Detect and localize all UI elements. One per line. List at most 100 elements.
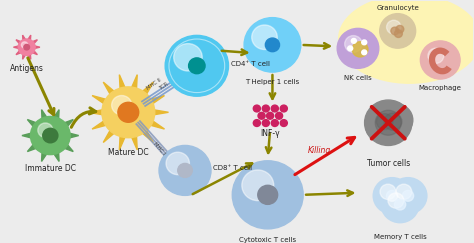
Polygon shape	[13, 45, 21, 49]
Circle shape	[271, 105, 278, 112]
Circle shape	[189, 58, 205, 74]
Circle shape	[362, 40, 367, 45]
Circle shape	[271, 120, 278, 126]
Circle shape	[43, 128, 58, 143]
Circle shape	[384, 113, 402, 130]
Text: TCR: TCR	[159, 81, 170, 91]
FancyArrowPatch shape	[295, 137, 355, 175]
FancyArrowPatch shape	[222, 50, 247, 55]
Polygon shape	[129, 129, 137, 150]
Text: Cytotoxic T cells: Cytotoxic T cells	[239, 237, 296, 243]
Ellipse shape	[338, 0, 474, 83]
Polygon shape	[129, 75, 137, 95]
Circle shape	[352, 42, 368, 57]
Circle shape	[280, 105, 287, 112]
Circle shape	[365, 100, 412, 146]
Polygon shape	[92, 117, 113, 129]
Circle shape	[391, 27, 399, 35]
Text: Mature DC: Mature DC	[108, 148, 149, 157]
Circle shape	[367, 105, 395, 132]
Circle shape	[380, 14, 416, 48]
Circle shape	[262, 105, 269, 112]
Text: Granulocyte: Granulocyte	[376, 5, 419, 11]
Circle shape	[24, 44, 29, 50]
Text: T Helper 1 cells: T Helper 1 cells	[246, 79, 300, 85]
Polygon shape	[51, 147, 59, 161]
Polygon shape	[27, 35, 31, 42]
Text: Memory T cells: Memory T cells	[374, 234, 427, 241]
Circle shape	[373, 178, 411, 214]
Polygon shape	[27, 52, 31, 59]
Circle shape	[348, 46, 353, 51]
FancyArrowPatch shape	[192, 163, 252, 194]
Circle shape	[379, 114, 408, 142]
Polygon shape	[103, 124, 119, 142]
Polygon shape	[27, 120, 42, 131]
Polygon shape	[23, 52, 27, 59]
Circle shape	[379, 104, 413, 136]
Circle shape	[165, 35, 228, 96]
Polygon shape	[42, 110, 50, 124]
Polygon shape	[59, 120, 73, 131]
Circle shape	[428, 48, 444, 63]
Text: Macrophage: Macrophage	[419, 85, 462, 91]
Text: INF-γ: INF-γ	[260, 130, 280, 139]
Polygon shape	[51, 110, 59, 124]
Circle shape	[262, 120, 269, 126]
Circle shape	[253, 105, 260, 112]
Circle shape	[258, 185, 278, 204]
Circle shape	[402, 190, 414, 201]
Polygon shape	[92, 95, 113, 108]
Circle shape	[30, 116, 70, 155]
Polygon shape	[42, 147, 50, 161]
Circle shape	[365, 110, 398, 141]
Polygon shape	[59, 140, 73, 152]
Circle shape	[266, 112, 273, 119]
Circle shape	[396, 26, 404, 33]
Text: MHC I: MHC I	[153, 142, 166, 156]
Circle shape	[387, 20, 401, 34]
Polygon shape	[103, 82, 119, 101]
Circle shape	[396, 184, 412, 200]
Polygon shape	[22, 132, 36, 139]
Polygon shape	[30, 40, 37, 45]
Text: CD8⁺ T cell: CD8⁺ T cell	[213, 165, 253, 171]
Polygon shape	[23, 35, 27, 42]
Text: Antigens: Antigens	[10, 63, 44, 73]
Circle shape	[252, 25, 277, 50]
FancyArrowPatch shape	[71, 108, 96, 127]
Circle shape	[275, 112, 283, 119]
Circle shape	[18, 39, 35, 55]
Circle shape	[376, 114, 393, 130]
FancyArrowPatch shape	[303, 43, 329, 49]
Circle shape	[337, 28, 379, 68]
Text: Killing: Killing	[308, 146, 331, 155]
Circle shape	[386, 190, 398, 201]
Polygon shape	[33, 45, 40, 49]
Polygon shape	[30, 49, 37, 55]
Polygon shape	[144, 95, 164, 108]
Circle shape	[394, 30, 402, 37]
Circle shape	[21, 42, 28, 48]
Text: Immature DC: Immature DC	[25, 164, 76, 173]
Polygon shape	[88, 109, 109, 116]
Circle shape	[362, 50, 367, 55]
Circle shape	[173, 43, 202, 71]
Text: MHC II: MHC II	[146, 77, 163, 91]
Circle shape	[111, 95, 132, 115]
Circle shape	[345, 35, 362, 52]
Circle shape	[159, 146, 211, 195]
Circle shape	[380, 184, 396, 200]
Polygon shape	[137, 124, 154, 142]
Circle shape	[242, 170, 274, 201]
Circle shape	[351, 38, 356, 43]
Circle shape	[265, 38, 280, 52]
Polygon shape	[137, 82, 154, 101]
Circle shape	[420, 41, 460, 79]
Text: NK cells: NK cells	[344, 75, 372, 81]
Polygon shape	[16, 40, 23, 45]
Circle shape	[376, 103, 403, 129]
Polygon shape	[144, 117, 164, 129]
Polygon shape	[64, 132, 79, 139]
Polygon shape	[16, 49, 23, 55]
